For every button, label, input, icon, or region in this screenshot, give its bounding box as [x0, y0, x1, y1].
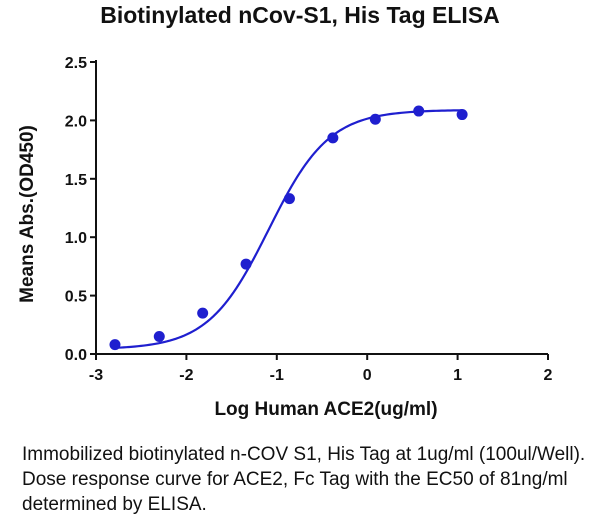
chart-plot: -3 -2 -1 0 1 2 0.0 0.5 1.0 1.5 2.0 2.5 Log Human AC…	[17, 55, 553, 420]
y-tick-label: 2.0	[65, 113, 87, 130]
data-points	[109, 105, 468, 351]
fit-curve	[114, 109, 463, 349]
x-tick-label: -2	[179, 367, 193, 384]
axes	[95, 60, 548, 355]
data-point	[327, 132, 339, 144]
x-axis-label: Log Human ACE2(ug/ml)	[214, 399, 437, 420]
y-tick-label: 2.5	[65, 55, 87, 72]
data-point	[153, 330, 165, 342]
y-tick-label: 0.5	[65, 289, 87, 306]
x-tick-label: 2	[544, 367, 553, 384]
data-point	[109, 339, 121, 351]
data-point	[283, 193, 295, 205]
chart-caption: Immobilized biotinylated n-COV S1, His T…	[22, 444, 586, 515]
y-tick-label: 1.5	[65, 172, 87, 189]
chart-title: Biotinylated nCov-S1, His Tag ELISA	[100, 2, 500, 28]
x-tick-label: 1	[453, 367, 462, 384]
data-point	[413, 105, 425, 117]
data-point	[197, 307, 209, 319]
y-axis-label: Means Abs.(OD450)	[17, 125, 38, 303]
y-tick-label: 1.0	[65, 230, 87, 247]
data-point	[369, 113, 381, 125]
x-tick-label: -3	[89, 367, 103, 384]
ticks: -3 -2 -1 0 1 2 0.0 0.5 1.0 1.5 2.0 2.5	[65, 55, 553, 384]
data-point	[456, 109, 468, 121]
y-tick-label: 0.0	[65, 347, 87, 364]
x-tick-label: 0	[363, 367, 372, 384]
data-point	[240, 258, 252, 270]
x-tick-label: -1	[270, 367, 284, 384]
